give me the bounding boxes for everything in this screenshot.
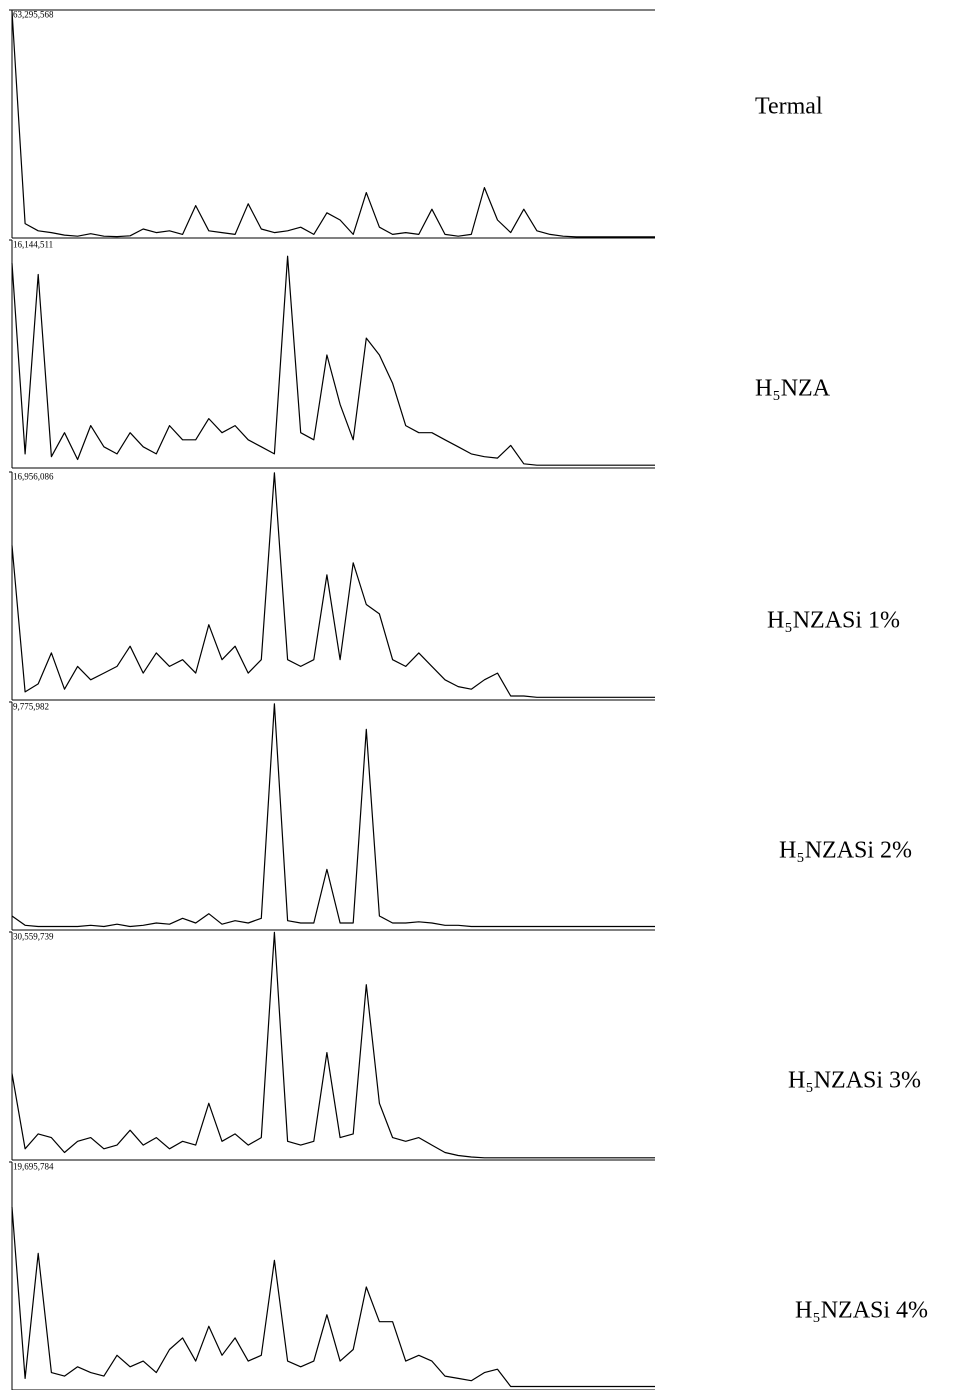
max-intensity-label: 16,956,086 bbox=[13, 471, 54, 481]
max-intensity-label: 30,559,739 bbox=[13, 931, 54, 941]
sample-label: H₅NZASi 4% bbox=[795, 1298, 928, 1324]
chromatogram-trace bbox=[12, 932, 655, 1157]
chromatogram-trace bbox=[12, 1207, 655, 1386]
sample-label: H₅NZASi 2% bbox=[779, 838, 912, 864]
sample-label: H₅NZASi 1% bbox=[767, 608, 900, 634]
chromatogram-trace bbox=[12, 256, 655, 465]
max-intensity-label: 63,295,568 bbox=[13, 9, 54, 19]
sample-label: H₅NZASi 3% bbox=[788, 1068, 921, 1094]
sample-label: Termal bbox=[755, 94, 823, 120]
sample-label: H₅NZA bbox=[755, 376, 831, 402]
max-intensity-label: 19,695,784 bbox=[13, 1161, 54, 1171]
max-intensity-label: 16,144,511 bbox=[13, 239, 53, 249]
chromatogram-trace bbox=[12, 11, 655, 237]
chromatogram-trace bbox=[12, 473, 655, 698]
max-intensity-label: 9,775,982 bbox=[13, 701, 49, 711]
chromatogram-trace bbox=[12, 704, 655, 927]
chromatogram-figure: 63,295,568 Termal 16,144,511 H₅NZA 16,956,08… bbox=[0, 0, 973, 1390]
